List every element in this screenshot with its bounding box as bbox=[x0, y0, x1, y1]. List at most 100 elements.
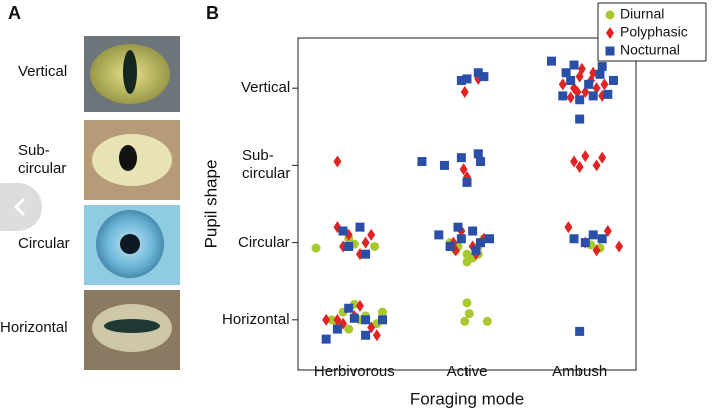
point bbox=[600, 78, 609, 91]
point bbox=[473, 68, 483, 78]
point bbox=[468, 226, 478, 236]
point bbox=[485, 234, 495, 244]
point bbox=[456, 153, 466, 163]
point bbox=[361, 249, 371, 259]
point bbox=[332, 324, 342, 334]
point bbox=[344, 241, 354, 251]
panel-label: A bbox=[8, 3, 21, 23]
point bbox=[482, 316, 492, 326]
point bbox=[479, 72, 489, 82]
point bbox=[361, 236, 370, 249]
x-tick-label: Herbivorous bbox=[314, 363, 395, 380]
legend-label: Diurnal bbox=[620, 6, 664, 22]
point bbox=[603, 89, 613, 99]
point bbox=[464, 309, 474, 319]
point bbox=[456, 75, 466, 85]
point bbox=[547, 56, 556, 66]
pupil bbox=[120, 234, 140, 254]
point bbox=[595, 69, 605, 79]
pupil bbox=[119, 145, 137, 171]
point bbox=[577, 62, 586, 75]
nav-back-button[interactable] bbox=[0, 183, 42, 231]
nav-button-bg[interactable] bbox=[0, 183, 42, 231]
point bbox=[311, 243, 321, 253]
pupil bbox=[104, 319, 160, 333]
series bbox=[322, 62, 624, 342]
point bbox=[598, 151, 607, 164]
point bbox=[473, 149, 483, 159]
point bbox=[460, 86, 469, 99]
point bbox=[561, 68, 571, 78]
point bbox=[439, 160, 449, 170]
point bbox=[589, 66, 598, 79]
y-axis-title: Pupil shape bbox=[201, 160, 220, 249]
point bbox=[581, 86, 590, 99]
point bbox=[445, 241, 455, 251]
point bbox=[592, 159, 601, 172]
point bbox=[462, 257, 472, 267]
point bbox=[321, 334, 331, 344]
point bbox=[597, 62, 607, 72]
point bbox=[367, 228, 376, 241]
y-tick-label: Vertical bbox=[241, 79, 291, 97]
point bbox=[588, 91, 598, 101]
point bbox=[338, 226, 348, 236]
point bbox=[355, 299, 364, 312]
point bbox=[372, 329, 381, 342]
point bbox=[378, 315, 387, 325]
point bbox=[570, 155, 579, 168]
x-axis-title: Foraging mode bbox=[410, 389, 524, 408]
point bbox=[456, 234, 466, 244]
x-tick-label: Active bbox=[447, 363, 488, 380]
point bbox=[417, 157, 427, 167]
row-label: Vertical bbox=[18, 63, 68, 80]
point bbox=[459, 163, 468, 176]
point bbox=[575, 326, 585, 336]
point bbox=[471, 245, 481, 255]
point bbox=[569, 60, 579, 70]
point bbox=[603, 225, 612, 238]
row-label: Circular bbox=[18, 235, 70, 252]
series bbox=[321, 56, 618, 344]
point bbox=[569, 234, 579, 244]
y-tick-label: Sub- circular bbox=[242, 147, 291, 183]
point bbox=[581, 150, 590, 163]
point bbox=[575, 160, 584, 173]
point bbox=[370, 241, 380, 251]
point bbox=[580, 238, 590, 248]
pupil bbox=[123, 50, 137, 94]
point bbox=[355, 222, 365, 232]
legend-marker bbox=[605, 10, 615, 20]
x-tick-label: Ambush bbox=[552, 363, 607, 380]
point bbox=[584, 79, 594, 89]
point bbox=[367, 321, 376, 334]
point bbox=[453, 222, 463, 232]
nav-arrow[interactable] bbox=[13, 197, 26, 217]
point bbox=[592, 244, 601, 257]
point bbox=[592, 82, 601, 95]
point bbox=[378, 307, 387, 317]
point bbox=[476, 238, 486, 248]
y-tick-label: Circular bbox=[238, 233, 290, 251]
eye-photos bbox=[84, 36, 180, 370]
point bbox=[333, 155, 342, 168]
point bbox=[597, 234, 607, 244]
point bbox=[333, 313, 342, 326]
point bbox=[462, 74, 472, 84]
point bbox=[344, 324, 354, 334]
y-tick-label: Horizontal bbox=[222, 310, 290, 328]
legend-marker bbox=[606, 27, 614, 39]
point bbox=[327, 315, 337, 325]
point bbox=[566, 91, 575, 104]
legend-marker bbox=[605, 46, 615, 56]
panel-label: B bbox=[206, 3, 219, 23]
point bbox=[564, 221, 573, 234]
point bbox=[558, 91, 568, 101]
point bbox=[575, 95, 585, 105]
point bbox=[558, 78, 567, 91]
legend-label: Nocturnal bbox=[620, 42, 680, 58]
point bbox=[361, 330, 371, 340]
point bbox=[476, 157, 486, 167]
point bbox=[566, 75, 576, 85]
